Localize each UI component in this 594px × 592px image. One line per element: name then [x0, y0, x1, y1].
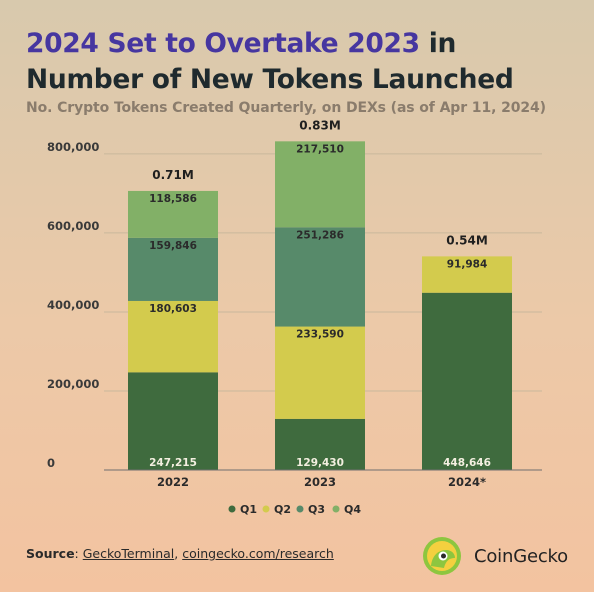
legend-marker-q3: [296, 505, 304, 513]
total-label: 0.71M: [152, 168, 194, 182]
x-tick-label: 2024*: [448, 475, 486, 489]
brand-name: CoinGecko: [474, 545, 568, 567]
data-label: 91,984: [447, 258, 488, 270]
bar-segment-q1: [422, 292, 512, 470]
chart-subtitle: No. Crypto Tokens Created Quarterly, on …: [26, 100, 546, 116]
legend-label-q3: Q3: [308, 503, 325, 516]
legend-marker-q2: [262, 505, 270, 513]
bar-segment-q2: [128, 300, 218, 373]
data-label: 129,430: [296, 457, 344, 469]
y-tick-label: 600,000: [47, 219, 99, 233]
legend-marker-q1: [228, 505, 236, 513]
source-link-geckoterminal[interactable]: GeckoTerminal: [82, 546, 175, 561]
bar-segment-q3: [128, 237, 218, 301]
total-label: 0.83M: [299, 118, 341, 132]
legend-label-q2: Q2: [274, 503, 291, 516]
data-label: 217,510: [296, 143, 344, 155]
source-comma: ,: [174, 546, 183, 561]
data-label: 118,586: [149, 193, 197, 205]
bar-segment-q1: [275, 418, 365, 470]
chart-title: 2024 Set to Overtake 2023 in Number of Ne…: [26, 26, 514, 98]
total-label: 0.54M: [446, 233, 488, 247]
bar-segment-q2: [275, 326, 365, 419]
source-label: Source: [26, 546, 75, 561]
brand-logo: CoinGecko: [422, 536, 568, 576]
source-footer: Source: GeckoTerminal, coingecko.com/res…: [26, 546, 334, 561]
title-rest: in: [419, 28, 457, 59]
legend-label-q4: Q4: [344, 503, 361, 516]
legend-label-q1: Q1: [240, 503, 257, 516]
data-label: 180,603: [149, 303, 197, 315]
y-tick-label: 400,000: [47, 298, 99, 312]
data-label: 448,646: [443, 457, 491, 469]
data-label: 159,846: [149, 240, 197, 252]
y-tick-label: 800,000: [47, 140, 99, 154]
title-line2: Number of New Tokens Launched: [26, 64, 514, 95]
x-tick-label: 2022: [157, 475, 189, 489]
x-tick-label: 2023: [304, 475, 336, 489]
bar-segment-q1: [128, 372, 218, 470]
coingecko-gecko-icon: [423, 537, 461, 575]
y-tick-label: 0: [47, 456, 55, 470]
y-tick-label: 200,000: [47, 377, 99, 391]
bar-segment-q4: [275, 141, 365, 228]
source-separator: :: [74, 546, 83, 561]
legend-marker-q4: [332, 505, 340, 513]
source-link-coingecko-research[interactable]: coingecko.com/research: [182, 546, 334, 561]
data-label: 251,286: [296, 229, 344, 241]
bar-segment-q3: [275, 227, 365, 327]
data-label: 247,215: [149, 457, 197, 469]
title-highlight: 2024 Set to Overtake 2023: [26, 28, 420, 59]
bar-segment-q2: [422, 256, 512, 293]
data-label: 233,590: [296, 329, 344, 341]
bar-segment-q4: [128, 190, 218, 238]
